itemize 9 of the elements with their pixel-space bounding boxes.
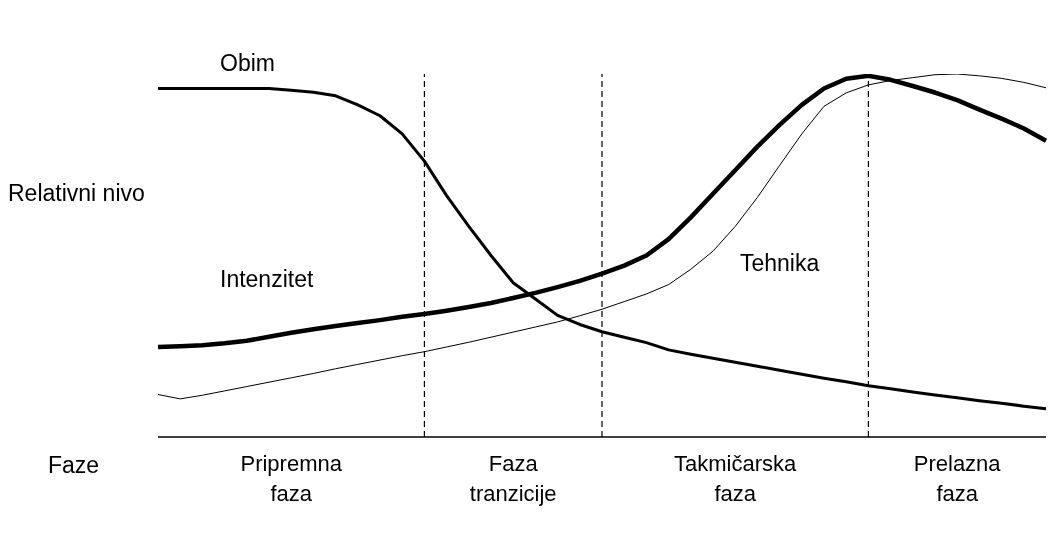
x-axis-title: Faze: [48, 452, 100, 479]
x-tick-label: Prelazna faza: [913, 451, 1002, 506]
x-tick-label: Takmičarska faza: [674, 451, 798, 506]
series-label: Obim: [220, 50, 275, 77]
x-tick-label: Pripremna faza: [240, 451, 343, 506]
y-axis-title: Relativni nivo: [8, 179, 146, 208]
series-label: Intenzitet: [220, 266, 314, 293]
series-label: Tehnika: [740, 250, 820, 277]
x-tick-label: Faza tranzicije: [469, 451, 557, 506]
